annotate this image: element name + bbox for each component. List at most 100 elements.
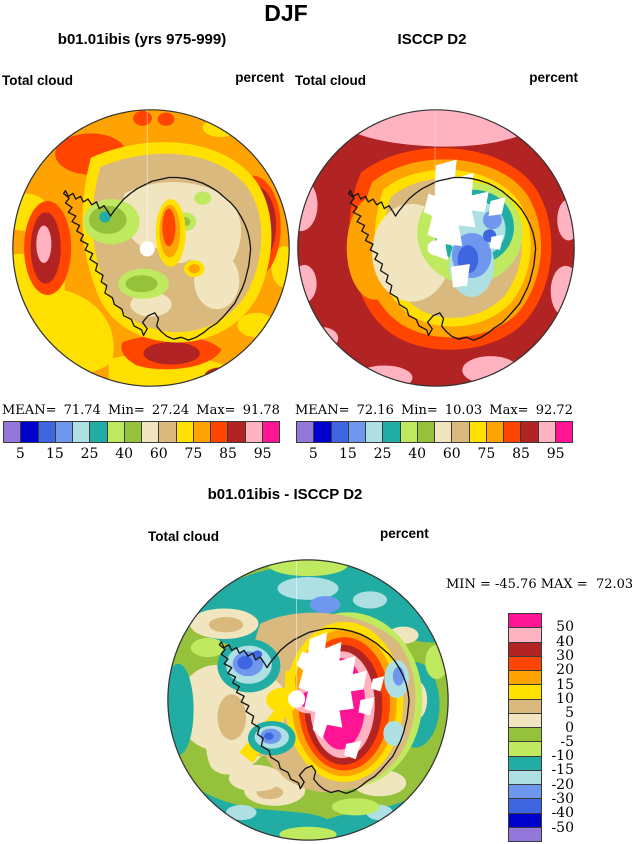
colorbar-tick-label: 5 [15, 446, 25, 462]
colorbar-segment [347, 421, 366, 443]
colorbar-tick-label: -30 [551, 791, 574, 808]
mean-label: MEAN= [2, 403, 57, 418]
coastline [347, 176, 537, 341]
colorbar-segment [54, 421, 73, 443]
colorbar-segment [508, 826, 542, 842]
colorbar-segment [330, 421, 349, 443]
colorbar-tick-label: 40 [556, 633, 574, 650]
colorbar-tick-label: 50 [556, 619, 574, 636]
max-value: 91.78 [242, 403, 280, 418]
colorbar-tick-label: 40 [408, 446, 427, 462]
colorbar-tick-label: 60 [442, 446, 461, 462]
map-diff [167, 559, 449, 841]
colorbar-tick-label: 15 [46, 446, 64, 462]
colorbar-segment [192, 421, 211, 443]
colorbar-segment [399, 421, 418, 443]
diff-panel-title: b01.01ibis - ISCCP D2 [207, 486, 363, 503]
obs-units-label: percent [529, 70, 578, 85]
colorbar-segment [508, 812, 542, 828]
colorbar-tick-label: 75 [477, 446, 496, 462]
colorbar-tick-label: 25 [80, 446, 99, 462]
map-model-field [12, 109, 290, 387]
colorbar-segment [365, 421, 384, 443]
colorbar-tick-label: 75 [184, 446, 203, 462]
colorbar-segment [382, 421, 401, 443]
colorbar-segment [508, 698, 542, 714]
colorbar-tick-label: 95 [253, 446, 272, 462]
colorbar-tick-label: 5 [565, 705, 574, 722]
diff-minmax-line: MIN = -45.76 MAX = 72.03 [446, 577, 632, 592]
pole-dot [139, 241, 155, 257]
colorbar-tick-label: -10 [551, 748, 574, 765]
colorbar-tick-label: -20 [551, 776, 574, 793]
diff-field-label: Total cloud [148, 529, 219, 544]
colorbar-tick-label: 0 [565, 719, 574, 736]
map-obs [297, 109, 575, 387]
colorbar-tick-label: -5 [560, 733, 574, 750]
colorbar-tick-label: -15 [551, 762, 574, 779]
obs-field-label: Total cloud [295, 73, 366, 88]
colorbar-segment [89, 421, 108, 443]
colorbar-segment [37, 421, 56, 443]
colorbar-segment [72, 421, 91, 443]
mean-label: MEAN= [295, 403, 350, 418]
colorbar-segment [508, 655, 542, 671]
colorbar-segment [508, 741, 542, 757]
obs-stats-line: MEAN= 72.16 Min= 10.03 Max= 92.72 [295, 403, 573, 418]
colorbar-tick-label: 15 [556, 676, 574, 693]
colorbar-tick-label: 20 [556, 662, 574, 679]
colorbar-segment [508, 798, 542, 814]
colorbar-segment [3, 421, 22, 443]
coastline [218, 627, 410, 795]
map-border [12, 109, 290, 387]
colorbar-segment [503, 421, 522, 443]
colorbar-segment [244, 421, 263, 443]
colorbar-tick-label: -40 [551, 805, 574, 822]
colorbar-segment [296, 421, 315, 443]
min-value: 27.24 [151, 403, 190, 418]
pole-dot [287, 690, 306, 708]
colorbar-segment [210, 421, 229, 443]
page-title: DJF [264, 0, 308, 26]
colorbar-segment [451, 421, 470, 443]
coastline [62, 176, 252, 341]
diff-colorbar [508, 613, 542, 842]
obs-colorbar-ticks: 5 15 25 40 60 75 85 95 [296, 446, 573, 464]
colorbar-segment [508, 684, 542, 700]
colorbar-tick-label: 5 [308, 446, 318, 462]
colorbar-segment [434, 421, 453, 443]
max-value: 92.72 [535, 403, 573, 418]
colorbar-segment [158, 421, 177, 443]
obs-colorbar [296, 421, 573, 443]
colorbar-segment [508, 641, 542, 657]
min-value: 10.03 [444, 403, 483, 418]
map-model [12, 109, 290, 387]
colorbar-segment [554, 421, 573, 443]
model-panel-title: b01.01ibis (yrs 975-999) [57, 31, 227, 48]
colorbar-segment [227, 421, 246, 443]
colorbar-tick-label: -50 [551, 819, 574, 836]
colorbar-tick-label: 40 [115, 446, 134, 462]
colorbar-segment [508, 727, 542, 743]
colorbar-segment [175, 421, 194, 443]
colorbar-tick-label: 25 [373, 446, 392, 462]
colorbar-segment [508, 769, 542, 785]
colorbar-tick-label: 60 [149, 446, 168, 462]
model-colorbar [3, 421, 280, 443]
colorbar-segment [416, 421, 435, 443]
mean-value: 71.74 [63, 403, 101, 418]
diff-units-label: percent [380, 526, 429, 541]
max-label: Max= [489, 403, 529, 418]
map-border [167, 559, 449, 841]
mean-value: 72.16 [356, 403, 394, 418]
colorbar-segment [123, 421, 142, 443]
model-units-label: percent [235, 70, 284, 85]
model-colorbar-ticks: 5 15 25 40 60 75 85 95 [3, 446, 280, 464]
pole-dot [427, 240, 443, 256]
colorbar-segment [313, 421, 332, 443]
colorbar-segment [537, 421, 556, 443]
max-label: Max= [196, 403, 236, 418]
colorbar-tick-label: 95 [546, 446, 565, 462]
colorbar-segment [508, 613, 542, 629]
colorbar-segment [508, 670, 542, 686]
